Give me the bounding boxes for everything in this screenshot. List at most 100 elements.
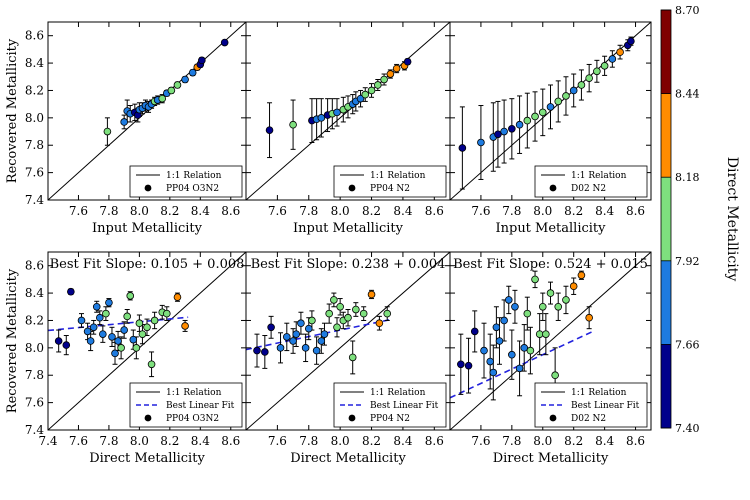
x-tick-label: 8.2 (362, 204, 381, 218)
data-point (577, 271, 586, 280)
x-tick-label: 8.6 (425, 434, 444, 448)
data-point (480, 346, 488, 355)
legend-marker (549, 184, 557, 192)
y-tick-label: 8.2 (25, 83, 44, 97)
legend-label: D02 N2 (571, 184, 606, 194)
x-tick-label: 8.0 (533, 204, 552, 218)
legend-marker (549, 414, 557, 422)
data-point (535, 330, 544, 338)
y-tick-label: 8.0 (25, 111, 44, 125)
data-point (526, 346, 535, 355)
data-point (504, 296, 513, 304)
legend-box (333, 165, 447, 198)
data-point (546, 103, 555, 111)
y-tick-label: 7.8 (25, 368, 44, 382)
data-point (515, 364, 524, 373)
data-point (562, 92, 570, 100)
x-tick-label: 8.2 (160, 434, 179, 448)
x-tick-label: 8.6 (221, 204, 240, 218)
data-point (108, 333, 116, 341)
legend-label: PP04 O3N2 (166, 414, 219, 424)
one-to-one-line (48, 252, 246, 430)
legend-label: 1:1 Relation (370, 171, 426, 181)
legend-label: 1:1 Relation (370, 388, 426, 398)
data-point (138, 330, 147, 338)
fit-title: Best Fit Slope: 0.238 + 0.004 (251, 257, 446, 272)
data-point (457, 360, 465, 369)
y-tick-label: 8.2 (25, 313, 44, 327)
y-tick-label: 8.0 (25, 341, 44, 355)
data-point (289, 337, 297, 345)
y-tick-label: 8.4 (25, 286, 44, 300)
x-tick-label: 8.2 (362, 434, 381, 448)
data-point (117, 344, 125, 352)
y-tick-label: 7.4 (25, 423, 44, 437)
data-point (147, 360, 156, 369)
x-tick-label: 7.8 (99, 204, 118, 218)
x-tick-label: 7.8 (502, 204, 521, 218)
data-point (325, 309, 333, 318)
data-point (494, 130, 502, 139)
legend-label: D02 N2 (571, 414, 606, 424)
data-point (317, 337, 326, 345)
data-point (129, 335, 138, 344)
legend-marker (348, 184, 356, 192)
data-point (143, 323, 151, 332)
one-to-one-line (450, 252, 651, 430)
data-point (105, 298, 113, 307)
panel-top-middle: 7.6 7.8 8.0 8.2 8.4 8.6 Input Metallicity 1:1 R… (245, 21, 451, 236)
panel-top-right: 7.6 7.8 8.0 8.2 8.4 8.6 Input Metallicity 1:1 R… (449, 21, 652, 236)
x-tick-label: 8.6 (626, 204, 645, 218)
data-point (253, 346, 261, 355)
data-point (312, 346, 321, 355)
colorbar-segment (661, 177, 671, 261)
colorbar-tick-label: 7.92 (675, 255, 700, 268)
panel-bottom-left: 7.4 7.6 7.8 8.0 8.2 8.4 8.6 7.4 7.6 7.8 8.0 8.2 8.4 8… (5, 251, 247, 466)
x-tick-label: 8.4 (191, 434, 210, 448)
data-point (508, 125, 516, 133)
colorbar-tick-label: 8.18 (675, 171, 700, 184)
colorbar-segment (661, 10, 671, 94)
data-point (261, 348, 269, 356)
plot-area (246, 22, 450, 200)
x-tick-label: 8.2 (564, 434, 583, 448)
x-tick-label: 7.6 (69, 434, 88, 448)
legend: 1:1 Relation Best Linear Fit PP04 O3N2 (129, 382, 243, 428)
x-tick-label: 7.8 (299, 434, 318, 448)
x-axis-label: Input Metallicity (293, 221, 404, 236)
legend: 1:1 Relation PP04 O3N2 (129, 165, 243, 198)
data-point (292, 330, 301, 338)
panel-top-left: 7.6 7.8 8.0 8.2 8.4 8.6 7.4 7.6 7.8 8.0 8.2 8.4 8.6 I… (5, 21, 247, 236)
data-point (495, 337, 504, 345)
legend-label: Best Linear Fit (571, 401, 640, 411)
data-point (531, 275, 539, 284)
x-axis-label: Input Metallicity (495, 221, 606, 236)
data-point (500, 127, 508, 136)
data-point (520, 344, 529, 352)
data-point (542, 330, 550, 338)
data-point (515, 120, 524, 129)
data-point (289, 120, 297, 129)
data-point (173, 293, 182, 301)
data-point (492, 323, 501, 332)
data-point (297, 319, 305, 328)
x-tick-label: 8.0 (130, 434, 149, 448)
colorbar-tick-label: 7.66 (675, 338, 700, 351)
x-axis-label: Direct Metallicity (493, 451, 609, 466)
data-point (577, 81, 586, 89)
y-tick-label: 8.6 (25, 259, 44, 273)
data-point (392, 64, 401, 73)
data-point (344, 313, 352, 322)
x-tick-label: 7.4 (38, 434, 57, 448)
data-point (359, 309, 368, 318)
x-tick-label: 7.8 (99, 434, 118, 448)
plot-area (450, 252, 651, 430)
data-point (585, 74, 593, 82)
data-point (158, 94, 167, 103)
data-point (317, 114, 326, 122)
x-tick-label: 8.4 (595, 204, 614, 218)
x-tick-label: 7.6 (268, 204, 287, 218)
data-point (627, 37, 635, 45)
data-point (167, 86, 176, 95)
